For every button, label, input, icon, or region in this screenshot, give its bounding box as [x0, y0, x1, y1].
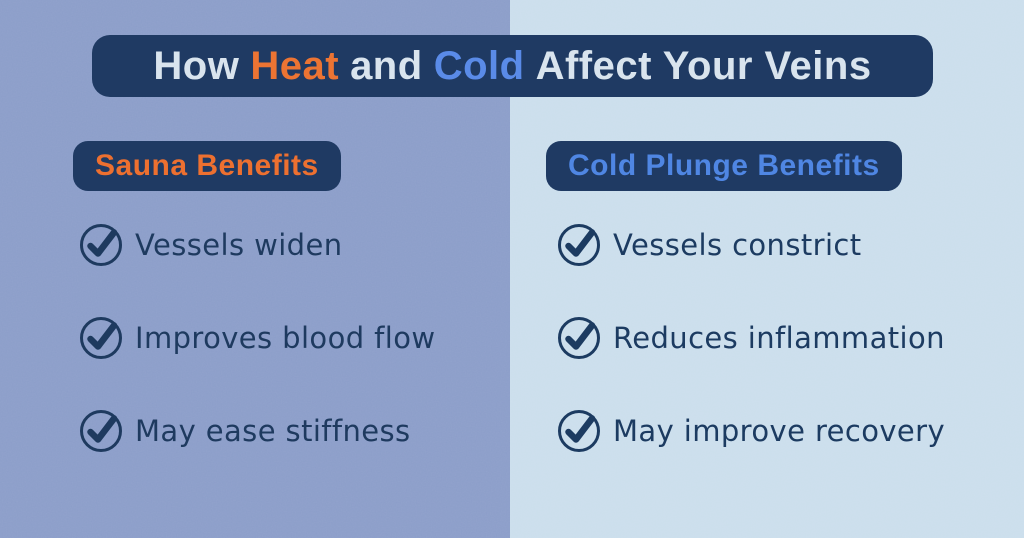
cold-plunge-benefits-header-label: Cold Plunge Benefits: [568, 149, 880, 182]
list-item: Reduces inflammation: [556, 315, 945, 361]
sauna-benefits-header: Sauna Benefits: [73, 141, 341, 191]
cold-plunge-benefits-header: Cold Plunge Benefits: [546, 141, 902, 191]
check-circle-icon: [80, 224, 122, 266]
benefit-label: Vessels widen: [135, 228, 343, 262]
check-circle-icon: [80, 410, 122, 452]
sauna-benefits-header-label: Sauna Benefits: [95, 149, 319, 182]
benefit-label: Reduces inflammation: [613, 321, 945, 355]
benefit-label: Improves blood flow: [135, 321, 436, 355]
cold-plunge-benefits-list: Vessels constrict Reduces inflammation M…: [556, 222, 945, 501]
check-circle-icon: [558, 317, 600, 359]
check-circle-icon: [80, 317, 122, 359]
title-banner: How Heat and Cold Affect Your Veins: [92, 35, 933, 97]
title-word-how: How: [153, 43, 240, 88]
list-item: May improve recovery: [556, 408, 945, 454]
list-item: Vessels constrict: [556, 222, 945, 268]
title-word-heat: Heat: [250, 43, 340, 88]
benefit-label: May improve recovery: [613, 414, 946, 448]
list-item: Vessels widen: [78, 222, 435, 268]
benefit-label: Vessels constrict: [613, 228, 862, 262]
title-word-cold: Cold: [433, 43, 525, 88]
benefit-label: May ease stiffness: [135, 414, 411, 448]
list-item: Improves blood flow: [78, 315, 435, 361]
title-word-and: and: [350, 43, 423, 88]
title-suffix: Affect Your Veins: [535, 43, 872, 88]
check-circle-icon: [558, 224, 600, 266]
sauna-benefits-list: Vessels widen Improves blood flow May ea…: [78, 222, 435, 501]
list-item: May ease stiffness: [78, 408, 435, 454]
check-circle-icon: [558, 410, 600, 452]
